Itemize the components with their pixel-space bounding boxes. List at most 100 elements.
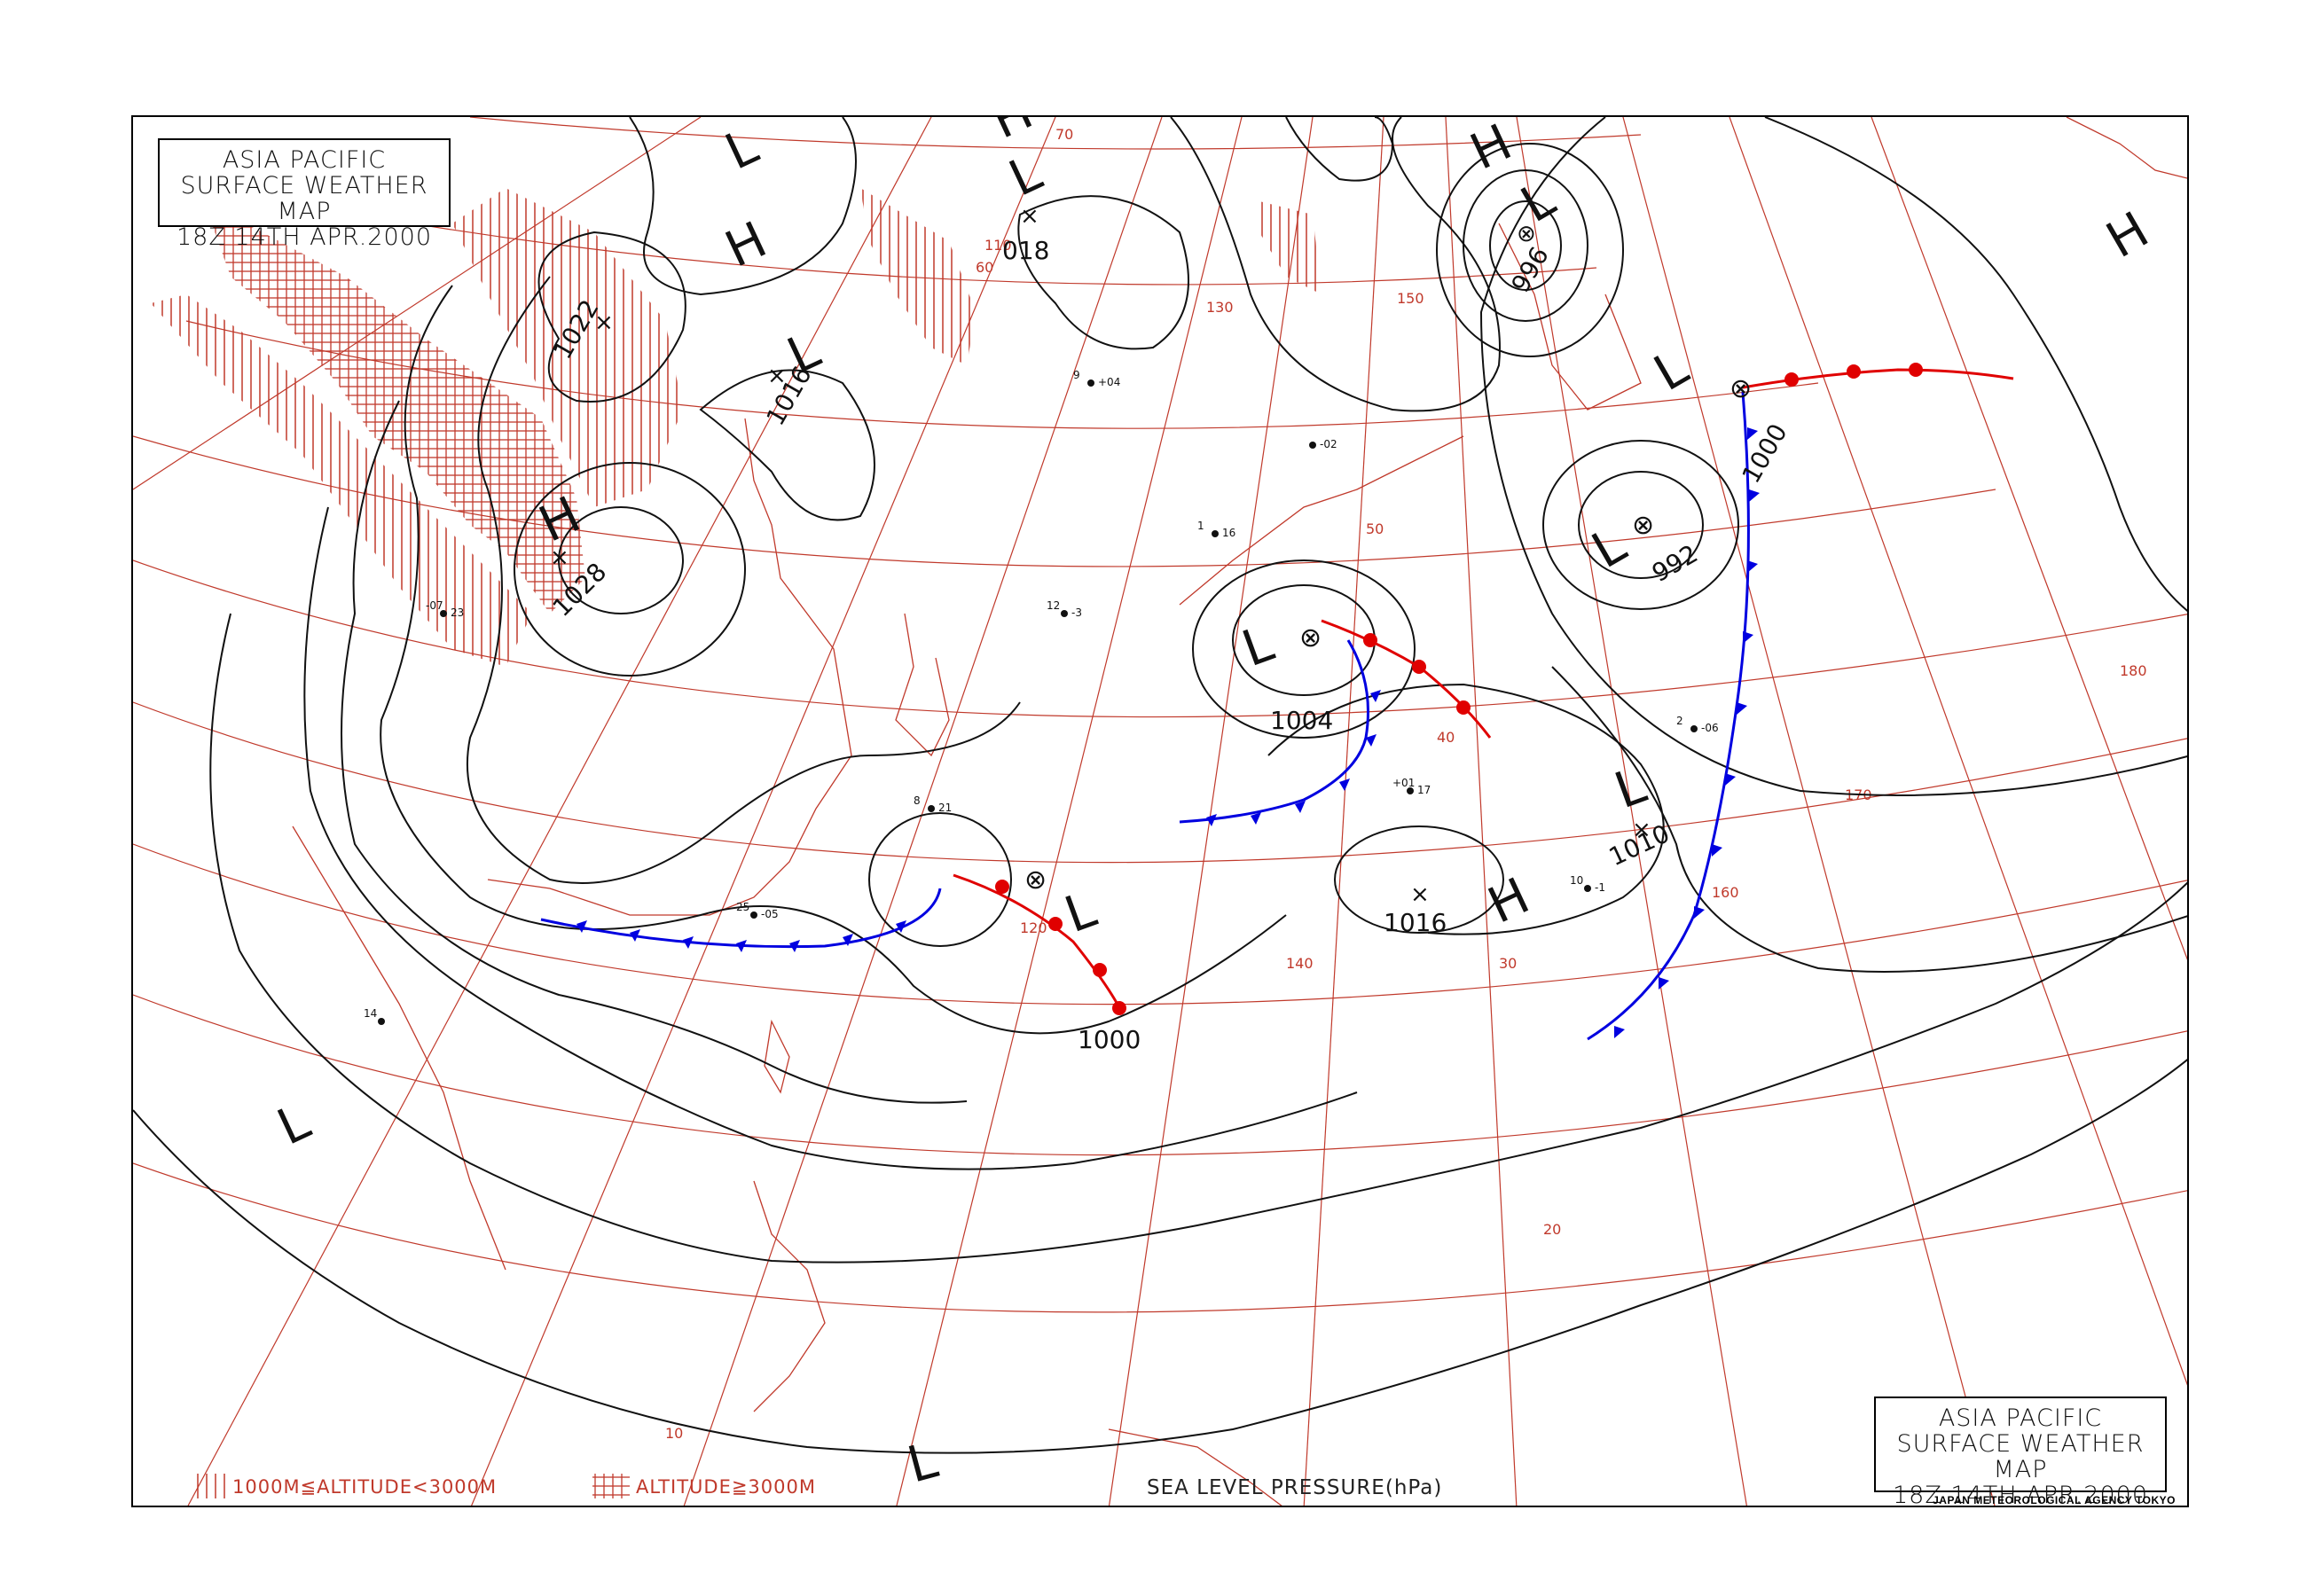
- lon-label: 150: [1397, 290, 1424, 307]
- isobar-1016-h: [1334, 825, 1504, 934]
- station-plot: 1 16: [1197, 520, 1235, 539]
- warm-front-japan: [953, 873, 1124, 1013]
- lat-label: 40: [1437, 729, 1455, 746]
- isobar-1022-h: [537, 231, 686, 403]
- isobar-992-inner: [1578, 471, 1704, 579]
- cold-front-pacific: [1587, 391, 1750, 1041]
- system-center-mark: ⊗: [1517, 221, 1536, 247]
- weather-map: 70 60 50 40 30 20 10 110 120 130 140 150…: [131, 115, 2189, 1507]
- latlon-grid: [133, 117, 2187, 1506]
- system-center-mark: ×: [1020, 203, 1039, 230]
- lat-label: 70: [1055, 126, 1073, 143]
- station-plot: 10 -1: [1570, 874, 1605, 894]
- system-center-mark: ⊗: [1730, 373, 1752, 404]
- warm-front-pacific: [1742, 368, 2014, 389]
- lat-label: 50: [1366, 520, 1384, 537]
- low-letter-north: L: [717, 118, 766, 182]
- station-plot: -02: [1309, 438, 1337, 450]
- agency-credit: JAPAN METEOROLOGICAL AGENCY TOKYO: [1933, 1494, 2176, 1506]
- warm-front-japan-east: [1321, 619, 1492, 739]
- title-datetime: 18Z 14TH APR.2000: [176, 223, 432, 252]
- svg-text:-1: -1: [1595, 881, 1605, 894]
- lon-label: 180: [2120, 662, 2147, 679]
- system-value: 992: [1647, 539, 1703, 588]
- svg-text:21: 21: [938, 802, 952, 814]
- legend-hatch-low-label: 1000M≦ALTITUDE<3000M: [232, 1476, 498, 1498]
- lon-label: 130: [1206, 299, 1234, 316]
- system-center-mark: ×: [550, 544, 569, 571]
- cold-front-west: [540, 888, 942, 949]
- low-996: L ⊗ 996: [1505, 170, 1565, 297]
- system-center-mark: ×: [1632, 817, 1651, 843]
- isobar-1004-outer: [1192, 559, 1416, 739]
- isobar-long-4: [303, 506, 1358, 1170]
- isobar-992-outer: [1542, 440, 1739, 610]
- svg-text:14: 14: [364, 1007, 377, 1020]
- warm-front-japan-east-bumps: [1363, 633, 1471, 715]
- coastlines: [292, 117, 2187, 1506]
- system-value: 1000: [1078, 1025, 1141, 1054]
- system-value: 1004: [1270, 706, 1333, 735]
- hatch-low-region-tibet: [452, 188, 683, 507]
- lat-label: 60: [976, 259, 993, 276]
- isobars: [133, 117, 2187, 1454]
- high-letter-east: H: [2098, 201, 2159, 270]
- svg-text:17: 17: [1417, 784, 1431, 796]
- cold-front-pacific-barbs: [1614, 427, 1760, 1038]
- isobar-1028-h: [558, 506, 684, 614]
- title-datetime: 18Z 14TH APR.2000: [1892, 1482, 2148, 1507]
- lon-label: 160: [1712, 884, 1739, 901]
- system-center-mark: ×: [767, 363, 787, 389]
- svg-text:1: 1: [1197, 520, 1204, 532]
- system-center-mark: ×: [1410, 881, 1430, 908]
- system-center-mark: ×: [594, 309, 614, 336]
- isobar-1010: [1267, 683, 1665, 935]
- coast-kamchatka: [1498, 223, 1642, 411]
- isobar-long-3: [341, 400, 968, 1104]
- isobar-north-2: [1170, 117, 1501, 412]
- lon-label: 110: [984, 237, 1012, 254]
- isobar-long-2: [380, 285, 1287, 1035]
- cold-front-west-barbs: [576, 920, 906, 952]
- hatch-low-region-central: [860, 188, 976, 365]
- terrain-hatching: [151, 188, 1322, 667]
- fronts: [540, 363, 2014, 1041]
- svg-text:2: 2: [1676, 715, 1683, 727]
- legend-hatch-high-swatch: [592, 1474, 630, 1498]
- isobar-996-outer: [1436, 143, 1624, 357]
- system-center-mark: ⊗: [1632, 510, 1654, 541]
- system-center-mark: ⊗: [1299, 622, 1322, 653]
- coast-alaska: [2066, 117, 2187, 179]
- map-canvas: 70 60 50 40 30 20 10 110 120 130 140 150…: [133, 117, 2187, 1506]
- isobar-996-mid: [1463, 169, 1588, 322]
- high-letter-north: H: [983, 117, 1041, 151]
- system-center-mark: ⊗: [1024, 864, 1047, 896]
- svg-text:-3: -3: [1071, 606, 1082, 619]
- system-letter: L: [1235, 614, 1282, 678]
- isobar-pacific-1: [1479, 117, 2187, 796]
- station-plot: 8 21: [914, 794, 952, 814]
- system-letter: L: [1000, 145, 1050, 208]
- lat-label: 10: [665, 1425, 683, 1442]
- low-992: L ⊗ 992: [1583, 510, 1703, 588]
- coast-philippines: [753, 1180, 826, 1412]
- isobar-long-1: [466, 276, 1021, 884]
- lat-label: 30: [1499, 955, 1517, 972]
- coast-east-asia: [487, 418, 852, 916]
- title-map-type: SURFACE WEATHER MAP: [180, 172, 428, 226]
- system-value: 1016: [1384, 908, 1447, 937]
- svg-text:10: 10: [1570, 874, 1583, 887]
- low-letter-southwest: L: [269, 1093, 318, 1157]
- coast-indochina: [292, 825, 506, 1271]
- coast-japan: [1179, 435, 1464, 606]
- coast-korea: [895, 613, 950, 757]
- isobar-pacific-3: [1551, 666, 2187, 973]
- system-letter: L: [1645, 339, 1698, 403]
- lat-label: 20: [1543, 1221, 1561, 1238]
- svg-text:12: 12: [1047, 599, 1060, 612]
- isobar-north-3: [1285, 117, 1394, 182]
- hatch-high-region: [204, 201, 585, 614]
- coast-new-guinea: [1108, 1428, 1282, 1506]
